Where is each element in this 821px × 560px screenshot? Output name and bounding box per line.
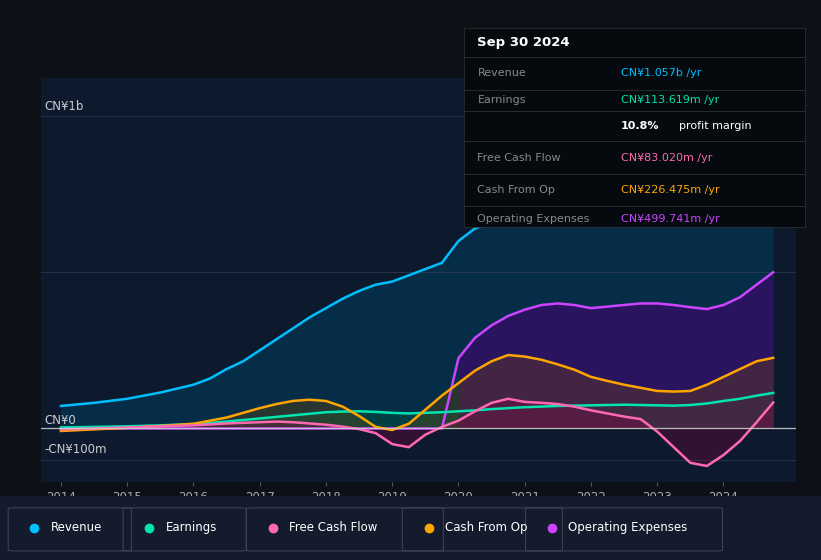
Text: Revenue: Revenue	[478, 68, 526, 78]
Text: Revenue: Revenue	[51, 521, 103, 534]
Text: CN¥83.020m /yr: CN¥83.020m /yr	[621, 153, 712, 162]
Text: profit margin: profit margin	[678, 121, 751, 131]
Text: CN¥499.741m /yr: CN¥499.741m /yr	[621, 214, 719, 224]
Text: Operating Expenses: Operating Expenses	[478, 214, 589, 224]
Text: Earnings: Earnings	[166, 521, 218, 534]
Text: CN¥113.619m /yr: CN¥113.619m /yr	[621, 95, 719, 105]
Text: CN¥226.475m /yr: CN¥226.475m /yr	[621, 185, 719, 195]
Text: CN¥1.057b /yr: CN¥1.057b /yr	[621, 68, 701, 78]
Text: CN¥0: CN¥0	[44, 414, 76, 427]
Text: Sep 30 2024: Sep 30 2024	[478, 36, 570, 49]
Text: -CN¥100m: -CN¥100m	[44, 443, 107, 456]
Text: Free Cash Flow: Free Cash Flow	[289, 521, 378, 534]
Text: Free Cash Flow: Free Cash Flow	[478, 153, 561, 162]
Text: Cash From Op: Cash From Op	[445, 521, 527, 534]
Text: CN¥1b: CN¥1b	[44, 100, 84, 113]
Text: Earnings: Earnings	[478, 95, 526, 105]
Text: 10.8%: 10.8%	[621, 121, 659, 131]
Text: Cash From Op: Cash From Op	[478, 185, 555, 195]
Text: Operating Expenses: Operating Expenses	[568, 521, 687, 534]
